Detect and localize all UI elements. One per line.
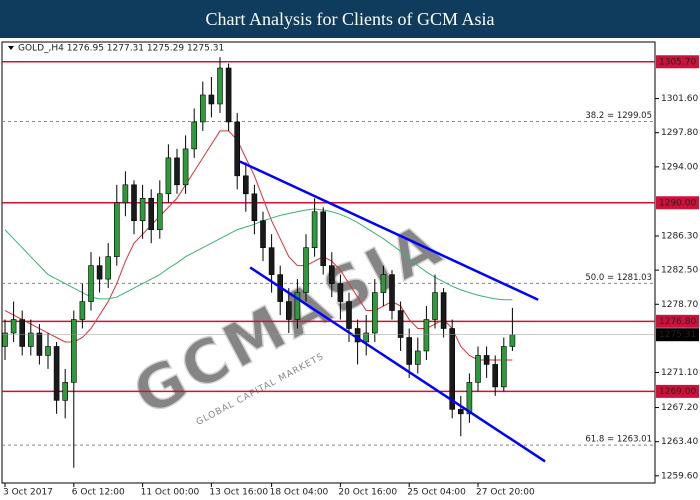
level-label-box xyxy=(656,196,699,210)
trendline xyxy=(239,160,539,301)
candle-body xyxy=(148,197,154,231)
candle-body xyxy=(492,364,499,388)
candle-body xyxy=(311,211,318,248)
candle-body xyxy=(500,346,507,388)
symbol-info: GOLD_,H4 1276.95 1277.31 1275.29 1275.31 xyxy=(18,44,224,54)
candle-body xyxy=(88,265,94,302)
candle-body xyxy=(337,283,344,302)
candle-body xyxy=(19,319,26,347)
candle-body xyxy=(71,319,77,383)
candle-body xyxy=(320,211,327,266)
candle-body xyxy=(457,409,464,415)
candle-body xyxy=(96,265,103,280)
fib-label: 61.8 = 1263.01 xyxy=(585,435,652,445)
candle-body xyxy=(440,292,447,329)
candle-body xyxy=(260,220,266,248)
candle-body xyxy=(294,292,301,320)
x-tick-label: 3 Oct 2017 xyxy=(3,488,53,498)
candle-body xyxy=(208,94,215,105)
x-tick-label: 18 Oct 04:00 xyxy=(270,488,329,498)
candle-body xyxy=(363,332,370,343)
y-tick-label: 1282.50 xyxy=(661,266,698,276)
candle-body xyxy=(414,350,421,365)
last-price-box xyxy=(656,328,699,342)
level-label-box xyxy=(656,314,699,328)
candle-body xyxy=(397,310,404,338)
candle-body xyxy=(346,301,352,329)
candle-body xyxy=(182,148,189,186)
last-price-label: 1275.31 xyxy=(659,330,696,340)
candle-body xyxy=(303,247,309,293)
candle-body xyxy=(27,332,34,347)
y-tick-label: 1271.10 xyxy=(661,368,698,378)
level-label: 1269.00 xyxy=(659,387,696,397)
level-label-box xyxy=(656,55,699,69)
candle-body xyxy=(406,337,413,365)
level-label-box xyxy=(656,384,699,398)
candle-body xyxy=(2,332,8,347)
candle-body xyxy=(174,157,180,186)
level-label: 1290.00 xyxy=(659,198,696,208)
candle-body xyxy=(475,355,481,383)
x-tick-label: 27 Oct 20:00 xyxy=(476,488,535,498)
candle-body xyxy=(432,292,438,320)
candle-body xyxy=(225,67,232,123)
level-label: 1305.70 xyxy=(659,57,696,67)
candle-body xyxy=(466,382,473,415)
candle-body xyxy=(53,346,60,401)
candle-body xyxy=(79,301,86,320)
candle-body xyxy=(114,202,120,257)
y-tick-label: 1294.00 xyxy=(661,162,698,172)
y-tick-label: 1267.20 xyxy=(661,403,698,413)
y-tick-label: 1259.60 xyxy=(661,471,698,481)
chart: GOLD_,H4 1276.95 1277.31 1275.29 1275.31… xyxy=(1,41,699,498)
candle-body xyxy=(380,274,387,293)
candle-body xyxy=(157,193,163,231)
y-tick-label: 1286.30 xyxy=(661,232,698,242)
candle-body xyxy=(251,193,258,222)
candle-body xyxy=(449,328,456,410)
candle-body xyxy=(200,94,206,123)
candle-body xyxy=(285,301,292,320)
x-tick-label: 11 Oct 00:00 xyxy=(141,488,200,498)
candle-body xyxy=(389,274,395,311)
x-tick-label: 20 Oct 16:00 xyxy=(338,488,397,498)
candle-body xyxy=(509,334,516,347)
x-tick-label: 13 Oct 16:00 xyxy=(209,488,268,498)
candle-body xyxy=(483,355,490,365)
y-tick-label: 1301.60 xyxy=(661,94,698,104)
candle-body xyxy=(234,121,240,177)
candle-body xyxy=(371,292,378,334)
y-tick-label: 1278.70 xyxy=(661,300,698,310)
candle-body xyxy=(139,197,146,222)
candle-body xyxy=(62,382,69,401)
candle-body xyxy=(243,175,249,195)
candle-body xyxy=(36,332,43,356)
candle-body xyxy=(191,121,197,150)
candle-body xyxy=(105,256,111,280)
candle-body xyxy=(10,319,17,334)
candle-body xyxy=(165,157,172,195)
candle-body xyxy=(45,346,51,356)
x-tick-label: 25 Oct 04:00 xyxy=(407,488,466,498)
candle-body xyxy=(122,184,129,204)
menu-arrow xyxy=(8,46,14,50)
candle-body xyxy=(328,265,335,284)
x-tick-label: 6 Oct 12:00 xyxy=(72,488,125,498)
fib-label: 38.2 = 1299.05 xyxy=(585,111,652,121)
candle-body xyxy=(268,247,275,275)
y-tick-label: 1263.40 xyxy=(661,437,698,447)
title-bar: Chart Analysis for Clients of GCM Asia xyxy=(0,0,700,38)
level-label: 1276.80 xyxy=(659,317,696,327)
y-tick-label: 1297.80 xyxy=(661,128,698,138)
fib-label: 50.0 = 1281.03 xyxy=(585,273,652,283)
trendline xyxy=(249,266,546,463)
candle-body xyxy=(217,67,223,105)
candle-body xyxy=(131,184,137,222)
candle-body xyxy=(423,319,430,352)
